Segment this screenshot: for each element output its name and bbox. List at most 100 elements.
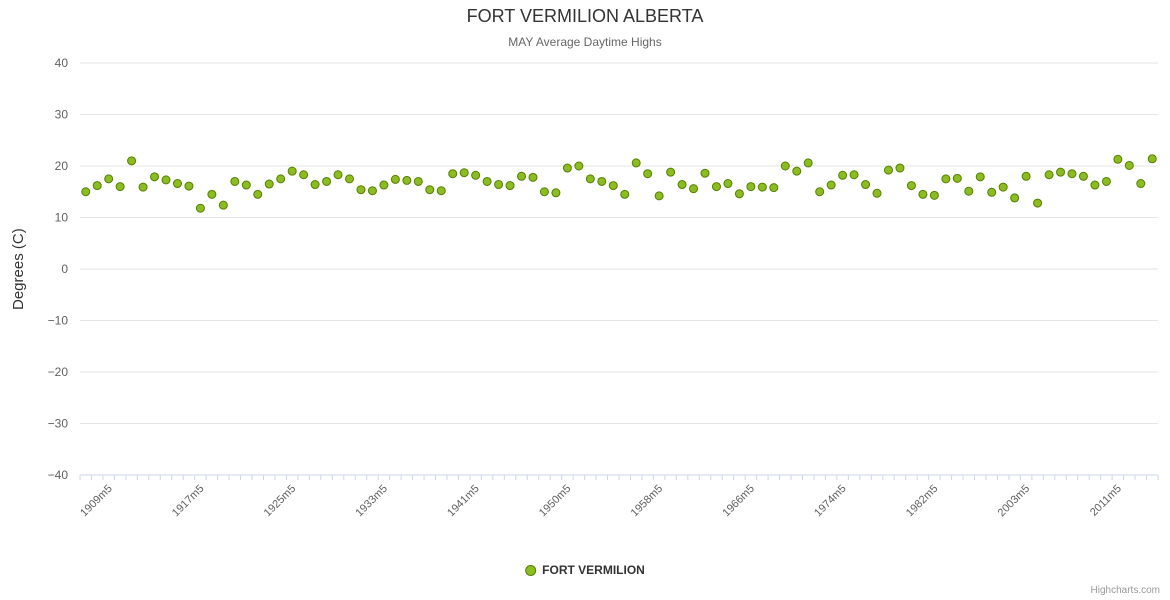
data-point[interactable] <box>734 189 744 199</box>
data-point[interactable] <box>608 181 618 191</box>
data-point[interactable] <box>975 172 985 182</box>
data-point[interactable] <box>952 173 962 183</box>
data-point[interactable] <box>356 185 366 195</box>
data-point[interactable] <box>895 163 905 173</box>
data-point[interactable] <box>138 182 148 192</box>
data-point[interactable] <box>1056 167 1066 177</box>
data-point[interactable] <box>1090 180 1100 190</box>
data-point[interactable] <box>459 168 469 178</box>
data-point[interactable] <box>1101 176 1111 186</box>
data-point[interactable] <box>929 190 939 200</box>
data-point[interactable] <box>333 170 343 180</box>
data-point[interactable] <box>390 174 400 184</box>
data-point[interactable] <box>471 170 481 180</box>
data-point[interactable] <box>81 187 91 197</box>
data-point[interactable] <box>241 180 251 190</box>
data-point[interactable] <box>207 189 217 199</box>
data-point[interactable] <box>849 170 859 180</box>
data-point[interactable] <box>815 187 825 197</box>
data-point[interactable] <box>172 179 182 189</box>
y-axis-label: 0 <box>61 262 68 276</box>
data-point[interactable] <box>666 167 676 177</box>
data-point[interactable] <box>562 163 572 173</box>
data-point[interactable] <box>482 176 492 186</box>
data-point[interactable] <box>345 174 354 184</box>
data-point[interactable] <box>184 181 194 191</box>
data-point[interactable] <box>884 165 893 175</box>
data-point[interactable] <box>494 180 504 190</box>
data-point[interactable] <box>872 188 882 198</box>
data-point[interactable] <box>643 169 653 179</box>
data-point[interactable] <box>127 156 137 166</box>
data-point[interactable] <box>150 172 160 182</box>
data-point[interactable] <box>677 180 687 190</box>
data-point[interactable] <box>1010 193 1020 203</box>
data-point[interactable] <box>906 181 916 191</box>
data-point[interactable] <box>1113 154 1123 164</box>
data-point[interactable] <box>918 189 928 199</box>
data-point[interactable] <box>413 176 423 186</box>
data-point[interactable] <box>195 203 205 213</box>
data-point[interactable] <box>723 179 733 189</box>
data-point[interactable] <box>941 174 951 184</box>
data-point[interactable] <box>964 186 974 196</box>
data-point[interactable] <box>746 182 756 192</box>
data-point[interactable] <box>585 174 595 184</box>
chart-title: FORT VERMILION ALBERTA <box>466 6 704 26</box>
data-point[interactable] <box>826 180 836 190</box>
data-point[interactable] <box>539 187 549 197</box>
data-point[interactable] <box>597 176 607 186</box>
data-point[interactable] <box>104 174 114 184</box>
data-point[interactable] <box>1136 179 1146 189</box>
data-point[interactable] <box>769 183 779 193</box>
data-point[interactable] <box>803 158 813 168</box>
data-point[interactable] <box>1021 171 1031 181</box>
data-point[interactable] <box>367 186 377 196</box>
data-point[interactable] <box>654 191 664 201</box>
data-point[interactable] <box>700 168 710 178</box>
data-point[interactable] <box>299 170 309 180</box>
data-point[interactable] <box>253 189 263 199</box>
data-point[interactable] <box>1147 154 1157 164</box>
data-point[interactable] <box>551 188 561 198</box>
credits-link[interactable]: Highcharts.com <box>1090 585 1160 596</box>
data-point[interactable] <box>620 189 630 199</box>
data-point[interactable] <box>1067 169 1077 179</box>
data-point[interactable] <box>379 180 389 190</box>
data-point[interactable] <box>1033 198 1043 208</box>
data-point[interactable] <box>322 176 332 186</box>
data-point[interactable] <box>711 182 721 192</box>
data-point[interactable] <box>998 182 1008 192</box>
data-point[interactable] <box>517 171 527 181</box>
data-point[interactable] <box>689 184 699 194</box>
data-point[interactable] <box>987 187 997 197</box>
data-point[interactable] <box>425 185 435 195</box>
data-point[interactable] <box>264 179 274 189</box>
data-point[interactable] <box>838 170 848 180</box>
data-point[interactable] <box>1078 171 1088 181</box>
data-point[interactable] <box>448 169 458 179</box>
data-point[interactable] <box>436 186 446 196</box>
data-point[interactable] <box>287 166 297 176</box>
data-point[interactable] <box>218 200 228 210</box>
data-point[interactable] <box>757 182 767 192</box>
data-point[interactable] <box>1044 170 1054 180</box>
data-point[interactable] <box>861 180 871 190</box>
data-point[interactable] <box>574 161 584 171</box>
data-point[interactable] <box>528 172 538 182</box>
data-point[interactable] <box>230 176 240 186</box>
data-point[interactable] <box>402 175 412 185</box>
data-point[interactable] <box>92 181 102 191</box>
data-point[interactable] <box>1124 160 1134 170</box>
data-point[interactable] <box>780 161 790 171</box>
data-point[interactable] <box>310 180 320 190</box>
legend-item[interactable]: FORT VERMILION <box>525 563 645 577</box>
data-point[interactable] <box>276 174 286 184</box>
x-axis-label: 2011m5 <box>1088 483 1124 519</box>
data-point[interactable] <box>792 166 802 176</box>
data-point[interactable] <box>505 181 515 191</box>
data-point[interactable] <box>115 182 125 192</box>
data-point[interactable] <box>631 158 641 168</box>
data-point[interactable] <box>161 175 171 185</box>
